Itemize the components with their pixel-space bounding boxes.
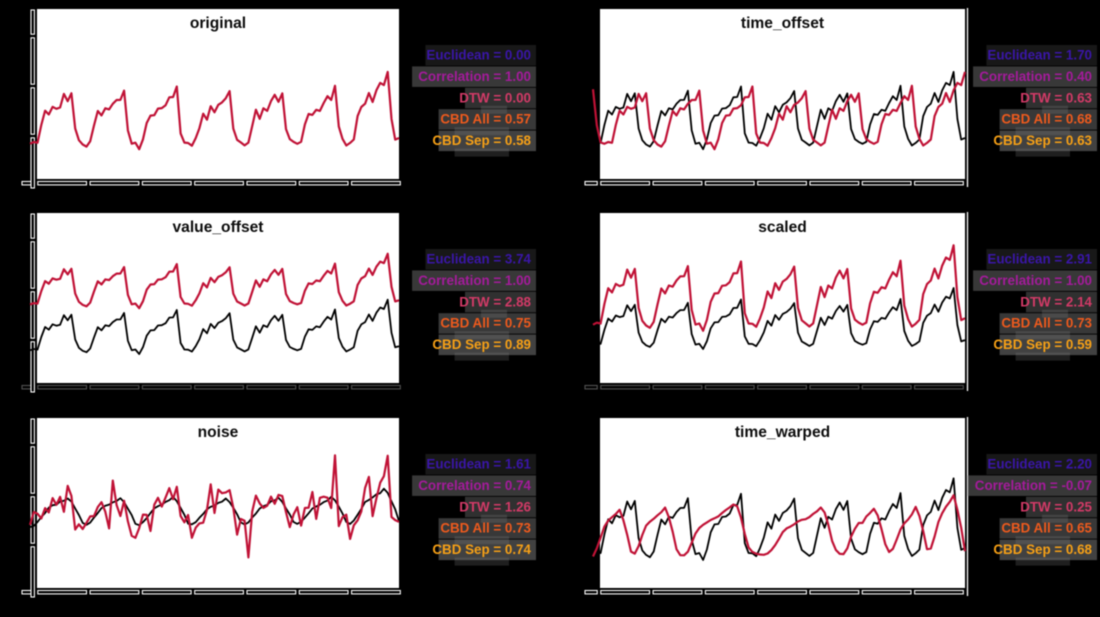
svg-text:Euclidean = 1.70: Euclidean = 1.70 <box>987 48 1092 63</box>
svg-text:CBD All = 0.73: CBD All = 0.73 <box>1001 316 1092 331</box>
svg-text:Euclidean = 0.00: Euclidean = 0.00 <box>426 48 531 63</box>
svg-text:Euclidean = 2.91: Euclidean = 2.91 <box>987 252 1092 267</box>
svg-text:Correlation = 1.00: Correlation = 1.00 <box>418 273 531 288</box>
svg-text:CBD All = 0.73: CBD All = 0.73 <box>440 521 531 536</box>
svg-text:Euclidean = 3.74: Euclidean = 3.74 <box>426 252 531 267</box>
svg-text:scaled: scaled <box>758 219 807 236</box>
svg-text:CBD All = 0.65: CBD All = 0.65 <box>1001 521 1092 536</box>
svg-text:Euclidean = 1.61: Euclidean = 1.61 <box>426 457 531 472</box>
svg-text:DTW = 0.25: DTW = 0.25 <box>1020 499 1092 514</box>
svg-text:CBD All = 0.75: CBD All = 0.75 <box>440 316 531 331</box>
svg-text:Euclidean = 2.20: Euclidean = 2.20 <box>987 457 1092 472</box>
svg-text:value_offset: value_offset <box>173 219 264 236</box>
svg-text:DTW = 1.26: DTW = 1.26 <box>459 499 531 514</box>
svg-text:CBD Sep = 0.59: CBD Sep = 0.59 <box>993 337 1092 352</box>
svg-text:original: original <box>190 15 246 32</box>
svg-text:CBD Sep = 0.63: CBD Sep = 0.63 <box>993 133 1092 148</box>
svg-text:time_offset: time_offset <box>741 15 824 32</box>
svg-text:DTW = 0.63: DTW = 0.63 <box>1020 90 1092 105</box>
svg-text:DTW = 2.88: DTW = 2.88 <box>459 294 531 309</box>
svg-text:Correlation = 1.00: Correlation = 1.00 <box>418 69 531 84</box>
svg-text:CBD All = 0.57: CBD All = 0.57 <box>440 112 531 127</box>
svg-text:Correlation = 1.00: Correlation = 1.00 <box>979 273 1092 288</box>
svg-text:DTW = 2.14: DTW = 2.14 <box>1020 294 1092 309</box>
svg-text:Correlation = 0.74: Correlation = 0.74 <box>418 478 531 493</box>
svg-text:CBD All = 0.68: CBD All = 0.68 <box>1001 112 1092 127</box>
svg-text:CBD Sep = 0.74: CBD Sep = 0.74 <box>432 542 531 557</box>
svg-text:CBD Sep = 0.89: CBD Sep = 0.89 <box>432 337 531 352</box>
svg-text:DTW = 0.00: DTW = 0.00 <box>459 90 531 105</box>
svg-text:noise: noise <box>198 424 239 441</box>
svg-text:Correlation = -0.07: Correlation = -0.07 <box>975 478 1092 493</box>
svg-text:CBD Sep = 0.68: CBD Sep = 0.68 <box>993 542 1092 557</box>
svg-text:Correlation = 0.40: Correlation = 0.40 <box>979 69 1092 84</box>
svg-text:CBD Sep = 0.58: CBD Sep = 0.58 <box>432 133 531 148</box>
svg-text:time_warped: time_warped <box>735 424 830 441</box>
